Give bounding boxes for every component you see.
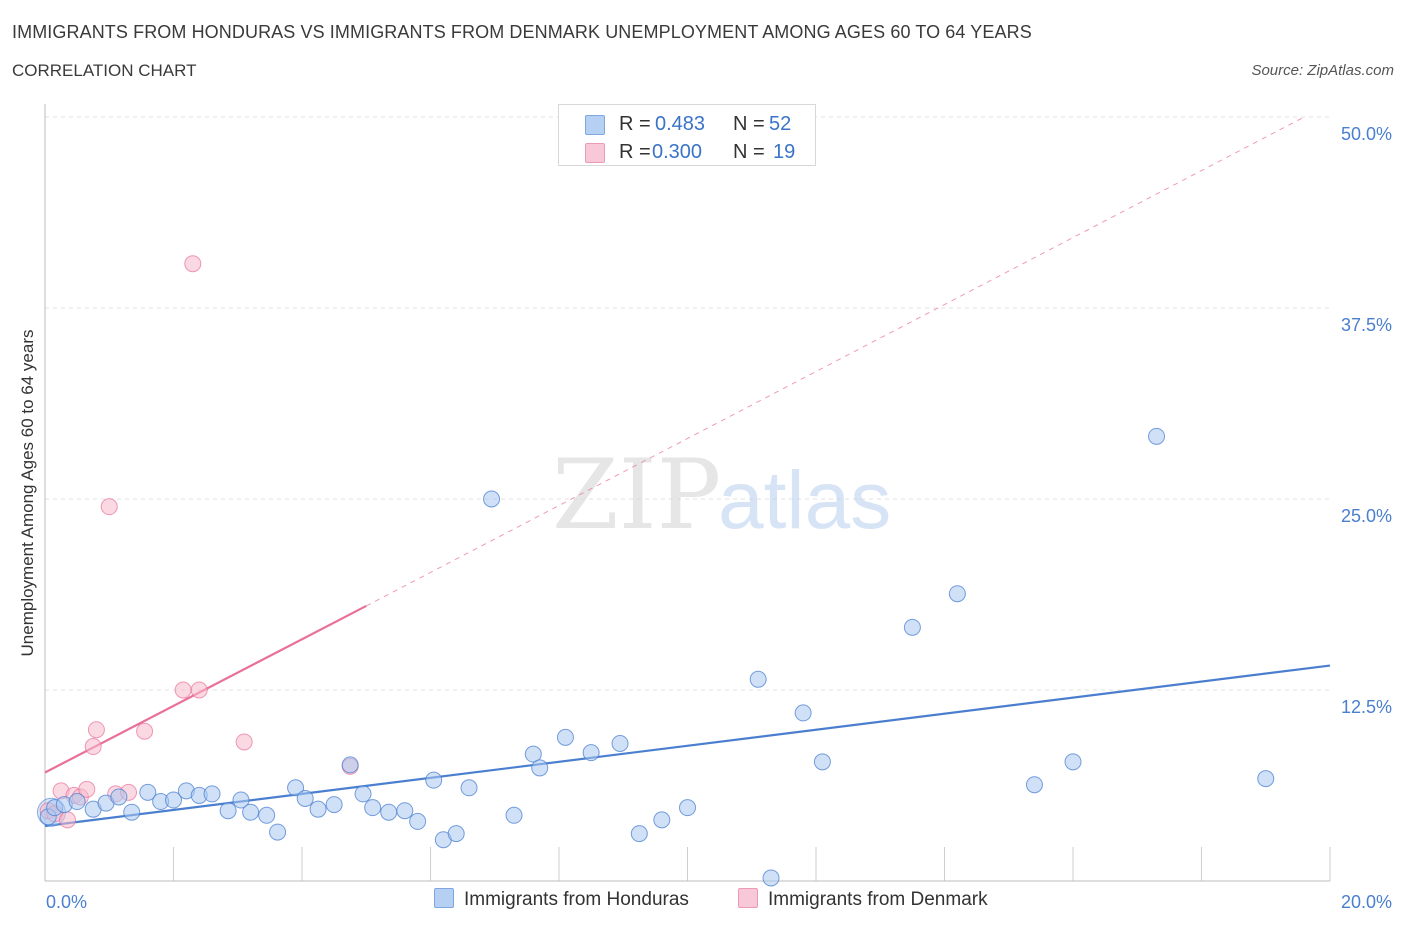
honduras-point <box>679 799 696 817</box>
point-layer <box>36 255 1275 887</box>
honduras-point <box>556 728 574 746</box>
watermark-atlas: atlas <box>718 455 891 546</box>
honduras-swatch <box>585 115 605 135</box>
honduras-point <box>296 789 314 807</box>
honduras-point <box>483 490 501 508</box>
source-label: Source: ZipAtlas.com <box>1251 62 1394 79</box>
honduras-point <box>409 812 427 830</box>
y-tick-label: 25.0% <box>1341 506 1392 526</box>
r-label: R = <box>619 113 651 135</box>
chart-subtitle: CORRELATION CHART <box>12 61 197 80</box>
tick-label-layer: 12.5% 25.0% 37.5% 50.0% 0.0% 20.0% <box>46 124 1392 912</box>
honduras-point <box>1257 770 1275 788</box>
y-tick-label: 37.5% <box>1341 315 1392 335</box>
x-tick-label: 0.0% <box>46 892 87 912</box>
honduras-point <box>749 670 767 688</box>
y-axis-label: Unemployment Among Ages 60 to 64 years <box>18 330 37 657</box>
honduras-point <box>396 802 414 820</box>
denmark-point <box>190 681 208 699</box>
n-value: 19 <box>773 141 796 163</box>
honduras-point <box>505 806 523 824</box>
axis-layer <box>44 104 1330 882</box>
honduras-point <box>139 783 157 801</box>
honduras-point <box>123 803 141 821</box>
r-value: 0.483 <box>655 113 706 135</box>
denmark-point <box>184 255 202 273</box>
honduras-point <box>110 788 128 806</box>
honduras-point <box>309 800 327 818</box>
y-tick-label: 12.5% <box>1341 697 1392 717</box>
honduras-point <box>653 811 671 829</box>
n-label: N = <box>733 141 765 163</box>
honduras-point <box>447 825 465 843</box>
honduras-point <box>165 791 182 809</box>
honduras-point <box>203 785 221 803</box>
denmark-swatch <box>585 143 605 163</box>
honduras-point <box>611 734 629 752</box>
honduras-point <box>364 799 382 817</box>
honduras-point <box>582 744 600 762</box>
honduras-point <box>425 771 443 789</box>
watermark-zip: ZIP <box>552 439 721 551</box>
denmark-point <box>78 780 96 798</box>
honduras-point <box>68 793 86 811</box>
n-label: N = <box>733 113 765 135</box>
y-tick-label: 50.0% <box>1341 124 1392 144</box>
denmark-point <box>174 681 192 699</box>
honduras-point <box>287 779 305 797</box>
honduras-point <box>948 585 966 603</box>
honduras-point <box>341 756 359 774</box>
honduras-point <box>325 796 343 814</box>
honduras-point <box>460 779 478 797</box>
denmark-trend-extension <box>366 116 1305 607</box>
honduras-point <box>380 803 398 821</box>
r-value: 0.300 <box>652 141 703 163</box>
honduras-swatch <box>434 888 454 908</box>
denmark-point <box>87 721 105 739</box>
honduras-point <box>269 823 287 841</box>
denmark-point <box>84 738 102 756</box>
denmark-point <box>235 733 253 751</box>
denmark-point <box>100 498 118 516</box>
honduras-point <box>1148 427 1166 445</box>
legend-label: Immigrants from Denmark <box>768 889 988 910</box>
honduras-point <box>531 759 549 777</box>
chart-title: IMMIGRANTS FROM HONDURAS VS IMMIGRANTS F… <box>12 22 1032 42</box>
denmark-point <box>58 811 76 829</box>
honduras-point <box>258 806 276 824</box>
correlation-legend: R = 0.483 N = 52 R = 0.300 N = 19 <box>558 104 816 166</box>
honduras-point <box>1064 753 1082 771</box>
honduras-point <box>630 825 648 843</box>
honduras-trend-line <box>44 664 1331 828</box>
honduras-point <box>232 791 250 809</box>
honduras-point <box>762 869 780 887</box>
honduras-point <box>354 785 372 803</box>
denmark-swatch <box>738 888 758 908</box>
honduras-point <box>219 802 237 820</box>
legend-item-denmark: Immigrants from Denmark <box>738 888 988 911</box>
legend-item-honduras: Immigrants from Honduras <box>434 888 689 911</box>
n-value: 52 <box>769 113 792 135</box>
honduras-point <box>242 803 260 821</box>
legend-label: Immigrants from Honduras <box>464 889 689 910</box>
honduras-point <box>1025 776 1043 794</box>
honduras-point <box>813 753 831 771</box>
watermark: ZIP atlas <box>552 439 891 551</box>
honduras-point <box>524 745 542 763</box>
r-label: R = <box>619 141 651 163</box>
x-tick-label: 20.0% <box>1341 892 1392 912</box>
honduras-point <box>794 704 812 722</box>
honduras-point <box>903 618 921 636</box>
denmark-point <box>136 722 154 740</box>
